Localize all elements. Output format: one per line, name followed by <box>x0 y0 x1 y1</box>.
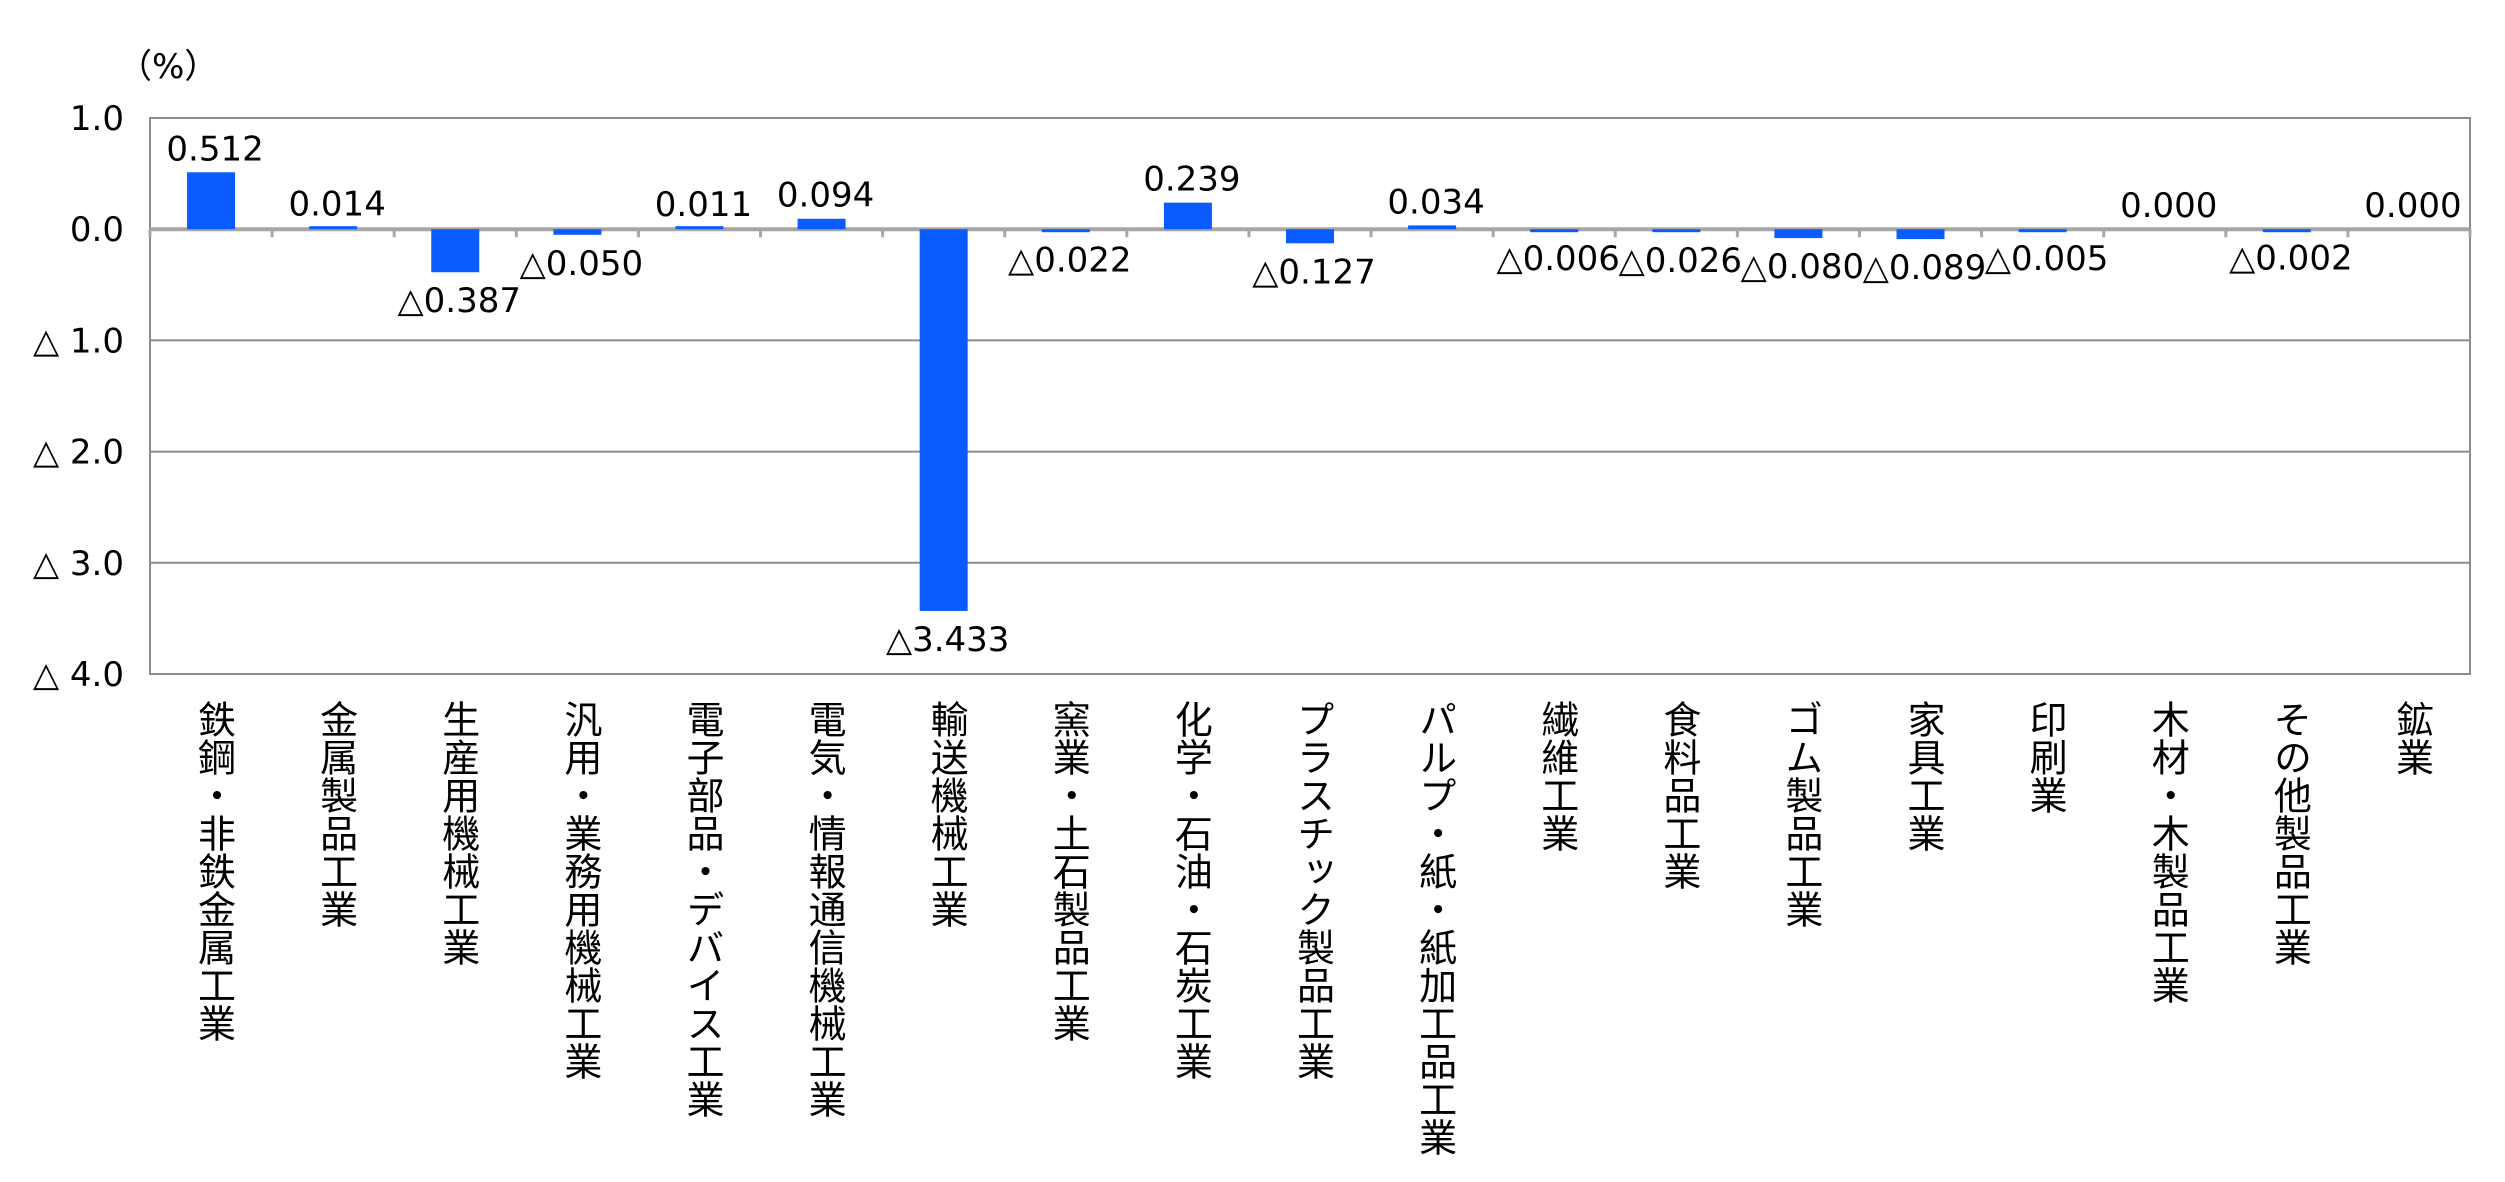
data-label: 0.011 <box>655 185 752 225</box>
plot-frame <box>149 117 2471 675</box>
y-tick-label: △ 3.0 <box>33 544 124 584</box>
data-label: △0.089 <box>1863 248 1986 288</box>
category-label: ゴム製品工業 <box>1779 700 1823 928</box>
bar <box>1286 229 1334 244</box>
bar <box>919 229 968 611</box>
y-tick-label: △ 2.0 <box>33 433 124 473</box>
y-tick-label: △ 4.0 <box>33 655 124 695</box>
bar <box>431 229 480 273</box>
data-label: △0.387 <box>398 281 521 321</box>
data-label: 0.014 <box>288 185 385 225</box>
bar <box>1896 229 1945 240</box>
data-label: △0.080 <box>1741 247 1864 287</box>
data-label: 0.512 <box>166 129 263 169</box>
data-label: △0.026 <box>1619 241 1742 281</box>
data-label: △0.050 <box>520 244 643 284</box>
bar <box>2018 229 2067 233</box>
category-label: 輸送機械工業 <box>924 700 968 928</box>
y-axis-unit-label: （%） <box>118 47 218 87</box>
bar <box>1774 229 1823 239</box>
category-label: 鉄鋼・非鉄金属工業 <box>192 700 236 1042</box>
category-label: 金属製品工業 <box>314 700 358 928</box>
bar <box>2262 229 2311 233</box>
y-tick-label: 1.0 <box>70 99 124 139</box>
data-label: 0.000 <box>2120 186 2217 226</box>
bar <box>1041 229 1090 233</box>
category-label: 鉱業 <box>2389 700 2433 776</box>
y-tick-label: 0.0 <box>70 210 124 250</box>
category-label: 印刷業 <box>2023 700 2067 814</box>
data-label: △0.005 <box>1985 239 2108 279</box>
bar <box>1530 229 1579 233</box>
y-tick-label: △ 1.0 <box>33 321 124 361</box>
bar <box>1408 225 1457 230</box>
data-label: 0.239 <box>1143 160 1240 200</box>
data-label: 0.000 <box>2364 186 2461 226</box>
category-label: 木材・木製品工業 <box>2145 700 2189 1004</box>
data-label: △0.002 <box>2229 238 2352 278</box>
bar <box>797 218 846 230</box>
category-label: その他製品工業 <box>2267 700 2311 966</box>
category-label: 窯業・土石製品工業 <box>1046 700 1090 1042</box>
bar <box>675 226 724 230</box>
data-label: △3.433 <box>886 620 1009 660</box>
bar <box>1652 229 1701 233</box>
category-label: 汎用・業務用機械工業 <box>558 700 602 1080</box>
bar <box>187 172 236 230</box>
category-label: 繊維工業 <box>1535 700 1579 852</box>
data-label: △0.127 <box>1252 252 1375 292</box>
data-label: 0.094 <box>777 176 874 216</box>
data-label: △0.006 <box>1496 239 1619 279</box>
bar <box>309 226 358 230</box>
category-label: 電子部品・デバイス工業 <box>680 700 724 1118</box>
bar <box>553 229 602 235</box>
data-label: 0.034 <box>1387 182 1484 222</box>
category-label: 生産用機械工業 <box>436 700 480 966</box>
data-label: △0.022 <box>1008 241 1131 281</box>
category-label: 食料品工業 <box>1657 700 1701 890</box>
bar <box>1163 202 1212 230</box>
category-label: 電気・情報通信機械工業 <box>802 700 846 1118</box>
category-label: 化学・石油・石炭工業 <box>1168 700 1212 1080</box>
category-label: 家具工業 <box>1901 700 1945 852</box>
category-label: プラスチック製品工業 <box>1291 700 1335 1080</box>
category-label: パルプ・紙・紙加工品工業 <box>1413 700 1457 1156</box>
